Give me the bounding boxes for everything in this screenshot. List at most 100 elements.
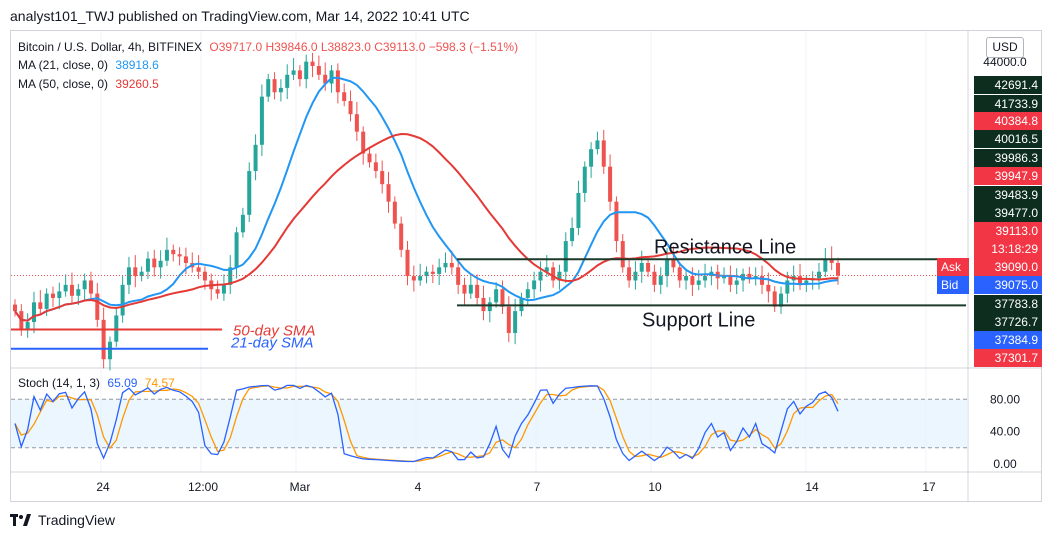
candle-body bbox=[576, 192, 581, 228]
candle-body bbox=[836, 262, 840, 276]
candle-body bbox=[703, 276, 708, 281]
candle-body bbox=[266, 79, 271, 97]
sma21-label: 21-day SMA bbox=[230, 335, 314, 352]
candle-body bbox=[399, 223, 404, 250]
candle-body bbox=[829, 258, 834, 263]
candle-body bbox=[120, 284, 125, 316]
candle-body bbox=[487, 302, 492, 312]
candle-body bbox=[171, 249, 176, 255]
symbol-label[interactable]: Bitcoin / U.S. Dollar, 4h, BITFINEX bbox=[18, 40, 203, 54]
candle-body bbox=[31, 302, 36, 323]
support-label: Support Line bbox=[642, 309, 755, 331]
candle-body bbox=[69, 284, 74, 296]
candle-body bbox=[164, 249, 169, 261]
price-scale-label: 40016.5 bbox=[974, 130, 1042, 148]
candle-body bbox=[785, 280, 790, 294]
tradingview-brand: TradingView bbox=[38, 512, 116, 528]
sma50-label: 50-day SMA bbox=[233, 322, 316, 339]
candle-body bbox=[449, 262, 454, 268]
candle-body bbox=[82, 280, 87, 290]
candle-body bbox=[95, 293, 100, 320]
currency-button[interactable]: USD bbox=[986, 37, 1024, 58]
candle-body bbox=[760, 276, 765, 285]
candle-body bbox=[126, 267, 131, 285]
ohlc-values: O39717.0 H39846.0 L38823.0 C39113.0 −598… bbox=[209, 40, 519, 54]
candle-body bbox=[38, 302, 43, 309]
candle-body bbox=[107, 341, 112, 360]
ma50-label[interactable]: MA (50, close, 0) bbox=[18, 77, 109, 91]
stoch-label[interactable]: Stoch (14, 1, 3) bbox=[18, 376, 101, 390]
candle-body bbox=[506, 306, 511, 333]
price-scale-label: 39986.3 bbox=[974, 149, 1042, 167]
legend-ma50-row: MA (50, close, 0) 39260.5 bbox=[18, 77, 159, 91]
candle-body bbox=[278, 87, 283, 93]
time-tick-label: 10 bbox=[648, 480, 662, 494]
ma21-line bbox=[14, 76, 839, 322]
candle-body bbox=[310, 61, 315, 67]
candle-body bbox=[601, 140, 606, 167]
candle-body bbox=[468, 284, 473, 294]
ma-lines bbox=[14, 76, 839, 322]
stoch-tick-label: 0.00 bbox=[993, 457, 1017, 471]
candle-body bbox=[152, 258, 157, 268]
price-scale-label: 39090.0 bbox=[974, 258, 1042, 276]
candle-body bbox=[766, 284, 771, 292]
candle-body bbox=[183, 256, 188, 263]
candle-body bbox=[145, 258, 150, 272]
tradingview-icon bbox=[10, 514, 31, 526]
ma21-label[interactable]: MA (21, close, 0) bbox=[18, 58, 109, 72]
stoch-band bbox=[11, 399, 968, 448]
candle-body bbox=[215, 289, 220, 294]
stochastic-pane bbox=[11, 384, 968, 463]
price-scale-label: 39483.9 bbox=[974, 186, 1042, 204]
candle-body bbox=[747, 273, 752, 279]
candle-body bbox=[392, 201, 397, 224]
candle-body bbox=[240, 214, 245, 233]
candle-body bbox=[696, 280, 701, 285]
candle-body bbox=[177, 254, 182, 257]
tradingview-logo[interactable]: TradingView bbox=[10, 512, 115, 528]
candle-body bbox=[373, 162, 378, 172]
legend-ma21-row: MA (21, close, 0) 38918.6 bbox=[18, 58, 159, 72]
ma21-value: 38918.6 bbox=[115, 58, 159, 72]
bid-label: Bid bbox=[937, 276, 969, 294]
candle-body bbox=[563, 241, 568, 272]
time-tick-label: 17 bbox=[922, 480, 936, 494]
ma50-value: 39260.5 bbox=[115, 77, 159, 91]
time-tick-label: 24 bbox=[96, 480, 110, 494]
candle-body bbox=[513, 311, 518, 333]
annotations: Resistance Line Support Line 50-day SMA21-… bbox=[230, 236, 796, 351]
legend-stoch-row: Stoch (14, 1, 3) 65.09 74.57 bbox=[18, 376, 175, 390]
candle-body bbox=[494, 289, 499, 303]
candle-body bbox=[620, 241, 625, 268]
candle-body bbox=[722, 276, 727, 279]
candle-body bbox=[253, 144, 258, 172]
candle-body bbox=[798, 276, 803, 285]
candle-body bbox=[652, 271, 657, 285]
stoch-k-line bbox=[14, 384, 839, 463]
candle-body bbox=[57, 291, 62, 298]
candle-body bbox=[551, 267, 556, 281]
time-tick-label: Mar bbox=[290, 480, 311, 494]
trend-lines bbox=[11, 258, 968, 350]
candle-body bbox=[734, 280, 739, 285]
candle-body bbox=[342, 92, 347, 102]
candle-body bbox=[247, 171, 252, 215]
candle-body bbox=[570, 227, 575, 242]
candle-body bbox=[380, 171, 385, 185]
candle-body bbox=[335, 70, 340, 93]
candle-body bbox=[259, 96, 264, 145]
candle-body bbox=[76, 289, 81, 296]
candle-body bbox=[405, 249, 410, 277]
price-scale-label: 37301.7 bbox=[974, 349, 1042, 367]
stoch-tick-label: 80.00 bbox=[990, 392, 1020, 406]
candle-body bbox=[456, 267, 461, 285]
price-scale-label: 37783.8 bbox=[974, 295, 1042, 313]
candle-body bbox=[13, 304, 17, 312]
candle-body bbox=[367, 153, 372, 163]
candle-body bbox=[728, 276, 733, 285]
candle-body bbox=[88, 280, 93, 294]
price-scale-label: 37726.7 bbox=[974, 313, 1042, 331]
axes: 80.00 40.00 0.00 44000.0 24 12:00 Mar 4 7 10 14 17 bbox=[96, 55, 1027, 494]
